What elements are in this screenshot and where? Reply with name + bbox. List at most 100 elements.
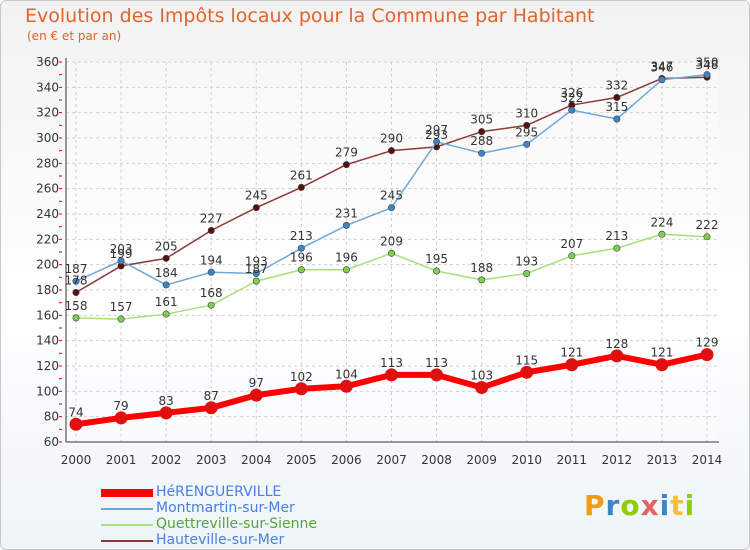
x-tick-label: 2011: [557, 453, 588, 467]
chart-title: Evolution des Impôts locaux pour la Comm…: [25, 5, 595, 27]
data-label: 231: [335, 206, 358, 220]
data-point: [72, 314, 80, 322]
data-label: 326: [560, 86, 583, 100]
y-tick-label: 260: [36, 182, 59, 196]
logo-letter: i: [659, 489, 671, 522]
data-point: [114, 411, 128, 425]
data-point: [297, 183, 305, 191]
data-point: [249, 388, 263, 402]
data-label: 184: [155, 266, 178, 280]
data-label: 305: [470, 113, 493, 127]
x-tick-label: 2004: [241, 453, 272, 467]
data-label: 222: [696, 218, 719, 232]
data-point: [610, 349, 624, 363]
y-tick-label: 200: [36, 258, 59, 272]
data-point: [162, 254, 170, 262]
data-point: [523, 270, 531, 278]
data-point: [297, 266, 305, 274]
data-point: [658, 230, 666, 238]
data-label: 188: [470, 261, 493, 275]
data-label: 213: [290, 229, 313, 243]
data-point: [252, 270, 260, 278]
legend-swatch: [101, 540, 153, 542]
data-label: 74: [68, 405, 83, 419]
data-point: [387, 204, 395, 212]
data-label: 193: [515, 255, 538, 269]
data-point: [658, 76, 666, 84]
data-label: 288: [470, 134, 493, 148]
data-label: 103: [470, 369, 493, 383]
y-tick-label: 300: [36, 131, 59, 145]
data-point: [207, 301, 215, 309]
data-point: [69, 417, 83, 431]
data-label: 113: [425, 356, 448, 370]
data-label: 310: [515, 106, 538, 120]
legend-swatch: [101, 489, 153, 497]
data-label: 347: [650, 59, 673, 73]
data-label: 332: [605, 78, 628, 92]
data-label: 209: [380, 234, 403, 248]
y-tick-label: 340: [36, 80, 59, 94]
legend-label: Montmartin-sur-Mer: [156, 500, 295, 516]
data-label: 87: [204, 389, 219, 403]
data-point: [117, 315, 125, 323]
data-point: [342, 221, 350, 229]
data-point: [703, 71, 711, 79]
logo-letter: r: [605, 489, 621, 522]
legend-swatch: [101, 508, 153, 510]
y-tick-label: 240: [36, 207, 59, 221]
data-label: 115: [515, 353, 538, 367]
data-label: 224: [650, 215, 673, 229]
x-tick-label: 2008: [421, 453, 452, 467]
data-point: [342, 161, 350, 169]
legend-item: Hauteville-sur-Mer: [101, 532, 431, 549]
data-point: [520, 365, 534, 379]
data-label: 196: [335, 251, 358, 265]
legend-swatch: [101, 524, 153, 526]
logo-letter: i: [684, 489, 696, 522]
chart-subtitle: (en € et par an): [27, 29, 122, 43]
y-tick-label: 320: [36, 106, 59, 120]
data-point: [475, 381, 489, 395]
x-tick-label: 2010: [511, 453, 542, 467]
data-label: 128: [605, 337, 628, 351]
data-label: 129: [696, 336, 719, 350]
x-tick-label: 2007: [376, 453, 407, 467]
data-label: 203: [110, 242, 133, 256]
x-tick-label: 2002: [151, 453, 182, 467]
data-point: [204, 401, 218, 415]
data-point: [159, 406, 173, 420]
data-label: 297: [425, 123, 448, 137]
legend-item: Montmartin-sur-Mer: [101, 500, 431, 517]
data-point: [339, 379, 353, 393]
data-label: 227: [200, 211, 223, 225]
x-tick-label: 2009: [466, 453, 497, 467]
y-tick-label: 140: [36, 334, 59, 348]
legend: HéRENGUERVILLE Montmartin-sur-Mer Quettrev…: [101, 484, 431, 549]
data-label: 194: [200, 253, 223, 267]
y-tick-label: 160: [36, 308, 59, 322]
data-label: 295: [515, 125, 538, 139]
legend-item: Quettreville-sur-Sienne: [101, 516, 431, 533]
data-point: [385, 368, 398, 382]
data-point: [478, 149, 486, 157]
logo-letter: o: [620, 489, 641, 522]
data-label: 187: [245, 262, 268, 276]
data-label: 187: [65, 262, 88, 276]
x-tick-label: 2001: [106, 453, 137, 467]
y-tick-label: 100: [36, 384, 59, 398]
data-point: [342, 266, 350, 274]
data-point: [433, 138, 441, 146]
x-tick-label: 2005: [286, 453, 317, 467]
data-label: 79: [113, 399, 128, 413]
data-point: [387, 147, 395, 155]
y-tick-label: 280: [36, 156, 59, 170]
data-label: 315: [605, 100, 628, 114]
data-label: 121: [560, 346, 583, 360]
data-label: 346: [650, 61, 673, 75]
x-tick-label: 2006: [331, 453, 362, 467]
data-label: 193: [245, 255, 268, 269]
data-label: 178: [65, 274, 88, 288]
data-label: 97: [249, 376, 264, 390]
